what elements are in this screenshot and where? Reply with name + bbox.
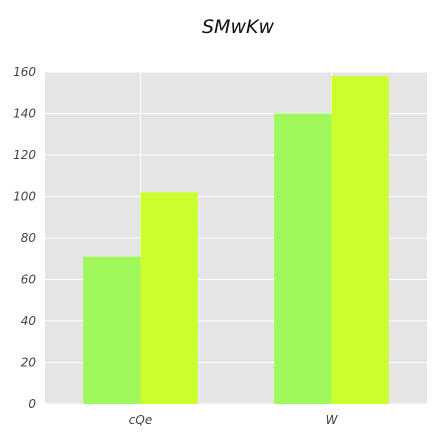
bar-W-series-2 xyxy=(331,76,389,405)
y-tick-label: 160 xyxy=(13,65,36,79)
y-tick-label: 100 xyxy=(13,190,36,204)
y-tick-label: 80 xyxy=(21,231,37,245)
x-axis-ticks: cQe W xyxy=(129,413,339,427)
y-tick-label: 60 xyxy=(21,273,37,287)
bar-cQe-series-1 xyxy=(83,256,141,404)
y-tick-label: 20 xyxy=(21,356,37,370)
x-tick-label: W xyxy=(326,413,339,427)
y-tick-label: 40 xyxy=(21,314,37,328)
y-axis-ticks: 0 20 40 60 80 100 120 140 160 xyxy=(13,65,36,411)
y-tick-label: 0 xyxy=(28,397,36,411)
bar-cQe-series-2 xyxy=(140,192,198,404)
chart-title: SMwKw xyxy=(202,16,274,38)
y-tick-label: 120 xyxy=(13,148,36,162)
bars xyxy=(83,76,389,405)
bar-W-series-1 xyxy=(274,113,332,404)
x-tick-label: cQe xyxy=(129,413,152,427)
y-tick-label: 140 xyxy=(13,107,36,121)
